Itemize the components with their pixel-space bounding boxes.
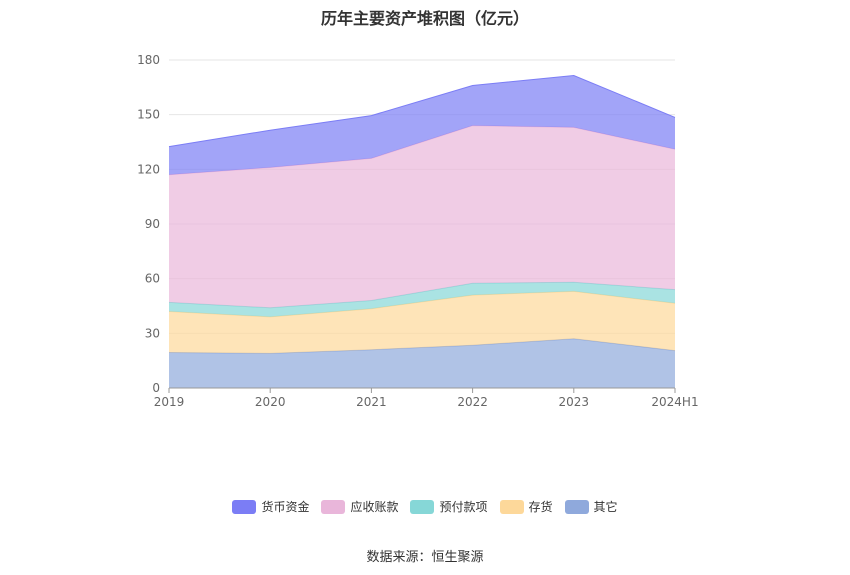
legend-swatch — [321, 499, 346, 514]
legend-swatch — [410, 499, 435, 514]
legend-swatch — [564, 499, 589, 514]
area-series-4 — [169, 75, 675, 175]
chart-title: 历年主要资产堆积图（亿元） — [320, 9, 529, 28]
area-series-2 — [169, 282, 675, 317]
legend-item-1[interactable]: 应收账款 — [321, 498, 398, 515]
y-tick-label-30: 30 — [145, 326, 160, 340]
legend-item-2[interactable]: 预付款项 — [410, 498, 488, 515]
legend-swatch — [232, 499, 257, 514]
legend-label: 货币资金 — [261, 500, 310, 514]
y-tick-label-180: 180 — [137, 53, 160, 67]
area-series-0 — [169, 338, 675, 388]
y-tick-label-150: 150 — [137, 108, 160, 122]
legend-label: 预付款项 — [439, 500, 488, 514]
area-series — [168, 74, 676, 388]
legend-label: 其它 — [593, 500, 618, 514]
y-tick-label-90: 90 — [145, 217, 160, 231]
legend-item-3[interactable]: 存货 — [499, 498, 553, 515]
x-tick-label-5: 2024H1 — [651, 395, 698, 409]
legend-swatch — [499, 499, 524, 514]
y-tick-label-120: 120 — [137, 162, 160, 176]
legend: 货币资金 应收账款 预付款项 存货 其它 — [0, 498, 850, 515]
x-tick-label-2: 2021 — [356, 395, 387, 409]
legend-item-0[interactable]: 货币资金 — [232, 498, 309, 515]
legend-label: 存货 — [528, 500, 553, 514]
x-tick-label-4: 2023 — [559, 395, 590, 409]
y-tick-label-60: 60 — [145, 272, 160, 286]
legend-label: 应收账款 — [350, 500, 399, 514]
x-tick-label-0: 2019 — [154, 395, 185, 409]
legend-item-4[interactable]: 其它 — [564, 498, 618, 515]
x-tick-label-3: 2022 — [457, 395, 488, 409]
area-series-3 — [169, 125, 675, 308]
y-tick-label-0: 0 — [152, 381, 160, 395]
x-tick-label-1: 2020 — [255, 395, 286, 409]
axes: 0 30 60 90 120 150 180 2019 2020 2021 2022 2023 2024… — [137, 53, 699, 409]
area-series-1 — [169, 291, 675, 354]
area-top-line-4 — [168, 74, 676, 148]
data-source-note: 数据来源：恒生聚源 — [366, 550, 484, 565]
